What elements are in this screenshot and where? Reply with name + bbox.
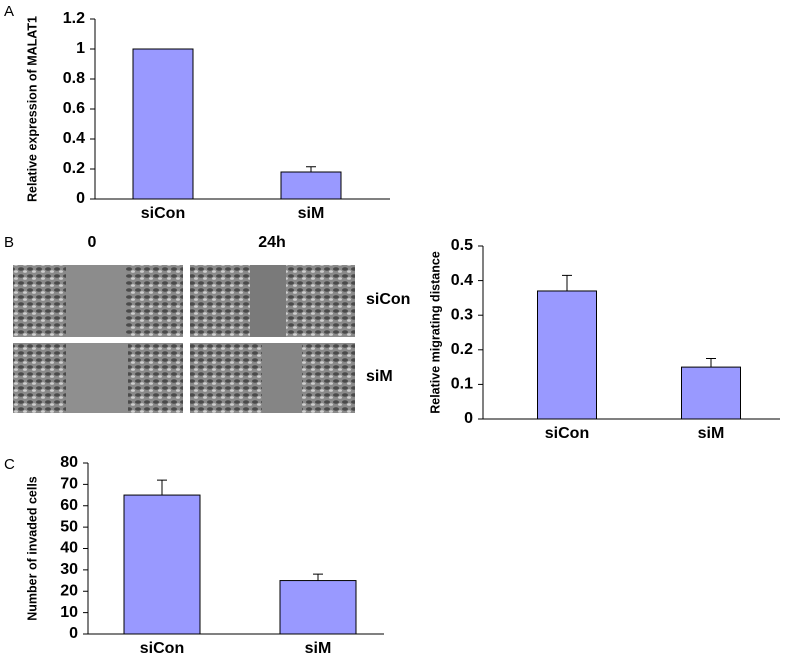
image-column-label: 0	[88, 234, 97, 251]
y-tick-label: 0.1	[451, 376, 473, 393]
y-tick-label: 80	[60, 454, 78, 471]
bar	[280, 171, 342, 200]
panel-label: C	[4, 456, 15, 473]
micrographs	[13, 265, 355, 413]
y-tick-label: 0.4	[63, 130, 85, 147]
x-tick-label: siCon	[141, 205, 185, 222]
error-bar	[562, 274, 572, 291]
y-tick-label: 0.2	[451, 341, 473, 358]
bar	[279, 580, 357, 635]
wound-gap	[262, 343, 302, 413]
y-tick-label: 0.2	[63, 160, 85, 177]
y-tick-label: 0.3	[451, 306, 473, 323]
y-tick-label: 50	[60, 518, 78, 535]
error-bar	[157, 479, 167, 496]
panel-label: A	[4, 3, 14, 20]
bar	[132, 48, 194, 200]
y-axis-label: Relative expression of MALAT1	[25, 16, 39, 202]
bar	[537, 290, 597, 420]
error-bar	[706, 357, 716, 368]
image-column-label: 24h	[258, 234, 286, 251]
y-axis-label: Number of invaded cells	[25, 476, 39, 621]
y-tick-label: 0.4	[451, 272, 473, 289]
image-row-label: siM	[366, 368, 393, 385]
y-axis-label: Relative migrating distance	[428, 251, 442, 414]
y-tick-label: 0	[464, 410, 473, 427]
y-tick-label: 0.5	[451, 237, 473, 254]
wound-gap	[66, 265, 126, 337]
y-tick-label: 0.8	[63, 70, 85, 87]
error-bar	[313, 573, 323, 581]
y-tick-label: 10	[60, 604, 78, 621]
y-tick-label: 20	[60, 582, 78, 599]
panel-label: B	[4, 234, 14, 251]
y-tick-label: 30	[60, 561, 78, 578]
x-tick-label: siCon	[140, 640, 184, 657]
y-tick-label: 1	[76, 40, 85, 57]
image-row-label: siCon	[366, 291, 410, 308]
y-tick-label: 70	[60, 476, 78, 493]
wound-gap	[250, 265, 286, 337]
wound-gap	[66, 343, 128, 413]
x-tick-label: siCon	[545, 425, 589, 442]
bar	[681, 366, 741, 420]
x-tick-label: siM	[698, 425, 725, 442]
y-tick-label: 60	[60, 497, 78, 514]
y-tick-label: 1.2	[63, 10, 85, 27]
y-tick-label: 0	[69, 625, 78, 642]
y-tick-label: 0	[76, 190, 85, 207]
bar	[123, 494, 201, 635]
error-bar	[306, 166, 316, 172]
x-tick-label: siM	[298, 205, 325, 222]
y-tick-label: 0.6	[63, 100, 85, 117]
y-tick-label: 40	[60, 540, 78, 557]
x-tick-label: siM	[305, 640, 332, 657]
